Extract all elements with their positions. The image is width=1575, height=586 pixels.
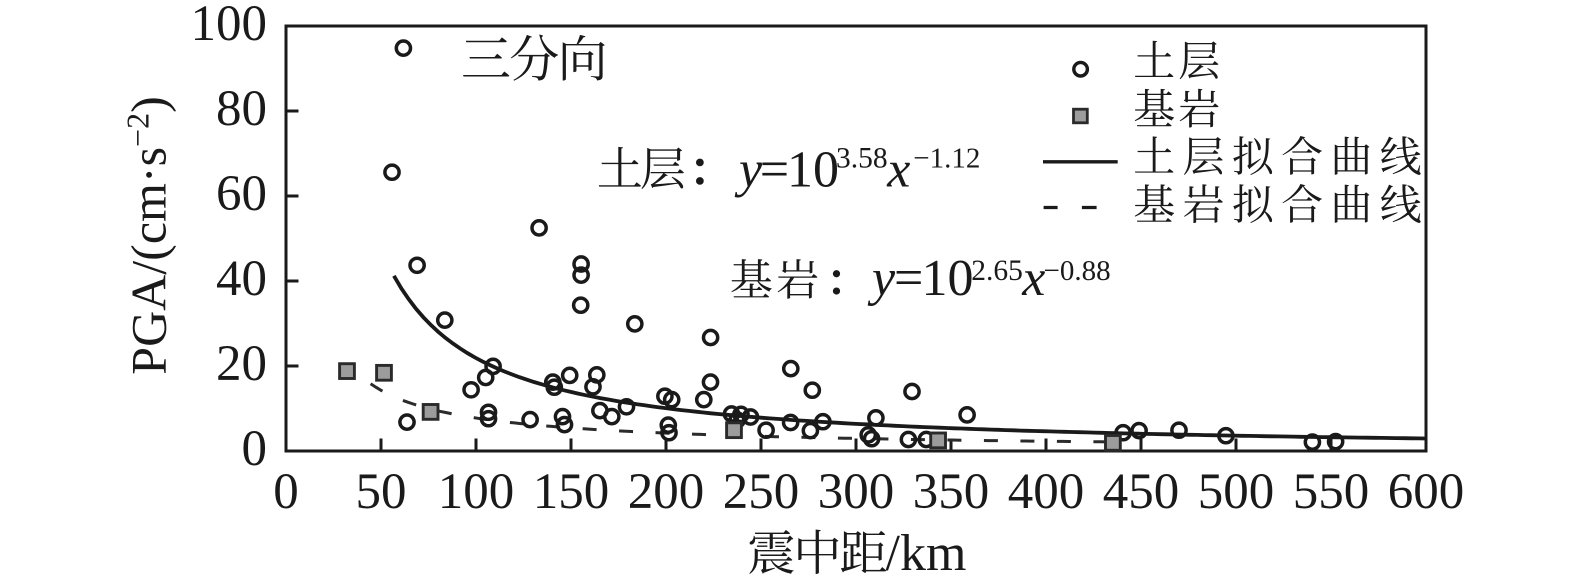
svg-text:=: = xyxy=(894,250,923,307)
svg-text:10: 10 xyxy=(787,141,839,198)
svg-text:0: 0 xyxy=(273,464,299,520)
svg-text:50: 50 xyxy=(356,464,407,520)
svg-text:3.58: 3.58 xyxy=(836,143,888,175)
svg-text:350: 350 xyxy=(913,464,990,520)
svg-text:2.65: 2.65 xyxy=(971,255,1023,287)
svg-text:300: 300 xyxy=(818,464,895,520)
svg-text:400: 400 xyxy=(1008,464,1085,520)
svg-text:40: 40 xyxy=(216,251,267,307)
svg-text:10: 10 xyxy=(922,250,974,307)
svg-text:200: 200 xyxy=(628,464,705,520)
svg-text:y: y xyxy=(867,250,896,307)
svg-text:100: 100 xyxy=(191,0,268,52)
svg-text:250: 250 xyxy=(723,464,800,520)
svg-text:450: 450 xyxy=(1103,464,1180,520)
svg-text:550: 550 xyxy=(1293,464,1370,520)
svg-text:y: y xyxy=(734,141,763,198)
svg-text:−0.88: −0.88 xyxy=(1044,255,1111,287)
svg-text:x: x xyxy=(886,141,910,198)
svg-text:0: 0 xyxy=(242,421,268,477)
svg-text:x: x xyxy=(1021,250,1045,307)
svg-text:60: 60 xyxy=(216,166,267,222)
svg-text:80: 80 xyxy=(216,81,267,137)
svg-text:500: 500 xyxy=(1198,464,1275,520)
svg-text:100: 100 xyxy=(438,464,515,520)
svg-text:20: 20 xyxy=(216,336,267,392)
svg-text:−1.12: −1.12 xyxy=(913,143,980,175)
svg-text:600: 600 xyxy=(1388,464,1465,520)
svg-text:/km: /km xyxy=(886,525,967,582)
svg-text:150: 150 xyxy=(533,464,610,520)
svg-text:=: = xyxy=(760,141,789,198)
